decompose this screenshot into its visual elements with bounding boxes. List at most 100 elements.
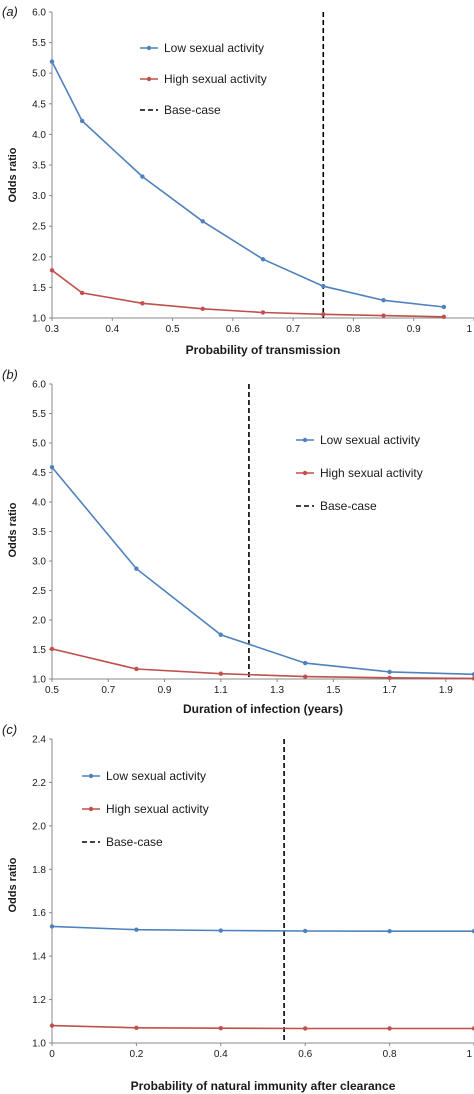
x-tick-label: 0	[49, 1049, 55, 1060]
high-activity-point	[140, 301, 145, 306]
legend-basecase-label: Base-case	[320, 499, 377, 513]
x-tick-label: 1.9	[439, 685, 453, 696]
low-activity-point	[134, 927, 139, 932]
x-tick-label: 0.6	[298, 1049, 312, 1060]
low-activity-line	[51, 61, 444, 308]
legend-low-marker	[302, 437, 308, 443]
y-tick-label: 1.0	[32, 675, 46, 686]
x-tick-label: 0.7	[286, 324, 300, 335]
legend-high-label: High sexual activity	[164, 72, 267, 86]
low-activity-point	[303, 928, 308, 934]
y-tick-label: 1.6	[32, 908, 46, 919]
x-tick-label: 1	[466, 324, 472, 335]
panel-c-ylabel: Odds ratio	[7, 857, 19, 912]
panel-c-label: (c)	[2, 722, 17, 737]
y-tick-label: 3.0	[32, 191, 46, 202]
legend: Low sexual activity High sexual activity B…	[296, 433, 423, 513]
panel-a-xlabel: Probability of transmission	[186, 343, 341, 357]
legend-low-marker	[88, 773, 94, 779]
low-activity-point	[441, 304, 447, 310]
x-tick-label: 0.3	[45, 324, 59, 335]
high-activity-point	[218, 671, 223, 676]
chart-panel-b: (b) Odds ratio Duration of infection (ye…	[2, 367, 474, 716]
x-tick-label: 1.5	[326, 685, 340, 696]
x-tick-label: 0.9	[407, 324, 421, 335]
high-activity-point	[381, 313, 386, 318]
low-activity-line	[51, 466, 474, 676]
high-activity-point	[387, 1026, 392, 1031]
y-tick-label: 5.0	[32, 69, 46, 80]
x-tick-label: 0.6	[226, 324, 240, 335]
y-tick-label: 4.0	[32, 498, 46, 509]
high-activity-point	[134, 666, 139, 672]
y-tick-label: 2.4	[32, 735, 46, 746]
legend-low-label: Low sexual activity	[164, 41, 264, 55]
y-tick-label: 2.2	[32, 778, 46, 789]
x-tick-label: 1	[466, 1049, 472, 1060]
y-tick-label: 2.5	[32, 586, 46, 597]
high-activity-point	[218, 1026, 223, 1031]
x-tick-label: 0.2	[129, 1049, 143, 1060]
high-activity-point	[471, 676, 474, 681]
panel-a-label: (a)	[2, 4, 18, 19]
high-activity-point	[387, 675, 392, 681]
y-tick-label: 1.5	[32, 283, 46, 294]
high-activity-point	[79, 290, 85, 296]
chart-panel-c: (c) Odds ratio Probability of natural im…	[2, 722, 474, 1093]
low-activity-point	[49, 59, 55, 64]
high-activity-point	[134, 1025, 139, 1031]
high-activity-point	[200, 306, 205, 312]
legend-basecase-label: Base-case	[164, 103, 221, 117]
y-tick-label: 5.5	[32, 409, 46, 420]
low-activity-point	[218, 928, 223, 933]
x-tick-label: 1.7	[383, 685, 397, 696]
y-tick-label: 3.5	[32, 527, 46, 538]
low-activity-line	[51, 925, 474, 933]
panel-b-xlabel: Duration of infection (years)	[183, 702, 343, 716]
x-tick-label: 0.5	[166, 324, 180, 335]
high-activity-line	[51, 648, 474, 680]
panel-b-ylabel: Odds ratio	[7, 502, 19, 557]
legend-high-label: High sexual activity	[106, 802, 209, 816]
low-activity-point	[321, 283, 326, 289]
low-activity-point	[79, 118, 85, 124]
y-tick-label: 2.0	[32, 821, 46, 832]
legend-low-label: Low sexual activity	[320, 433, 420, 447]
x-tick-label: 0.9	[158, 685, 172, 696]
y-tick-label: 4.0	[32, 130, 46, 141]
high-activity-line	[51, 269, 444, 318]
legend-basecase-label: Base-case	[106, 835, 163, 849]
high-activity-point	[49, 1023, 55, 1028]
legend-high-marker	[88, 806, 94, 812]
low-activity-point	[140, 174, 145, 179]
y-tick-label: 3.0	[32, 557, 46, 568]
legend-high-label: High sexual activity	[320, 466, 423, 480]
high-activity-point	[260, 310, 266, 315]
panel-b-label: (b)	[2, 367, 18, 382]
y-tick-label: 1.0	[32, 314, 46, 325]
low-activity-point	[260, 257, 266, 262]
low-activity-point	[387, 669, 392, 675]
high-activity-point	[303, 1026, 308, 1031]
legend-low-label: Low sexual activity	[106, 769, 206, 783]
high-activity-point	[441, 314, 447, 319]
legend: Low sexual activity High sexual activity B…	[140, 41, 267, 117]
panel-c-xlabel: Probability of natural immunity after cl…	[131, 1079, 396, 1093]
legend-high-marker	[146, 76, 152, 82]
y-tick-label: 2.5	[32, 222, 46, 233]
y-tick-label: 6.0	[32, 380, 46, 391]
y-tick-label: 2.0	[32, 252, 46, 263]
x-tick-label: 0.8	[346, 324, 360, 335]
chart-panel-a: (a) Odds ratio Probability of transmissi…	[2, 4, 474, 357]
low-activity-point	[134, 566, 139, 571]
low-activity-point	[381, 298, 386, 303]
high-activity-line	[51, 1024, 474, 1030]
x-tick-label: 1.1	[214, 685, 228, 696]
panel-a-ylabel: Odds ratio	[7, 147, 19, 202]
low-activity-point	[200, 219, 205, 224]
high-activity-point	[471, 1026, 474, 1031]
y-tick-label: 5.5	[32, 38, 46, 49]
low-activity-point	[49, 464, 55, 470]
high-activity-point	[303, 674, 308, 679]
x-tick-label: 0.7	[101, 685, 115, 696]
